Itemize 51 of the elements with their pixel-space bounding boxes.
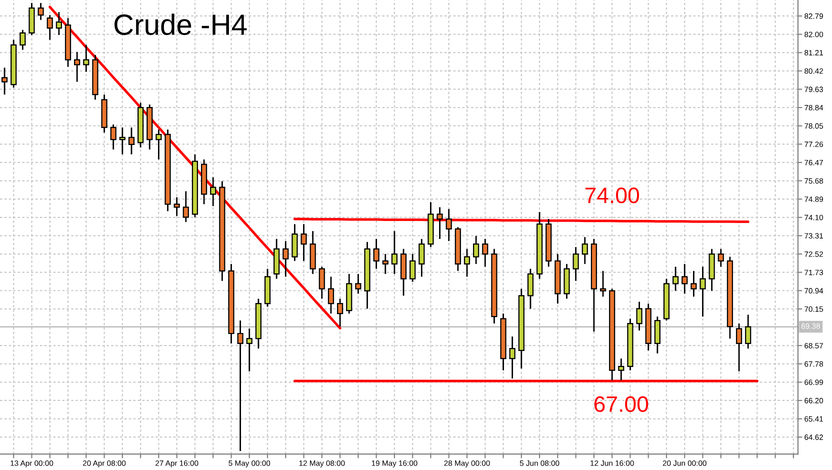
candlestick [745,314,752,350]
candlestick [572,246,579,282]
candlestick [110,124,116,150]
candlestick [473,235,480,265]
candlestick [46,14,53,41]
candlestick [582,236,588,265]
candlestick [237,320,244,452]
candlestick [328,276,334,314]
candlestick [355,273,362,294]
candlestick [527,268,534,310]
candlestick [410,253,416,283]
candlestick [618,358,624,382]
candlestick [509,336,516,380]
candlestick [464,248,470,278]
candlestick [391,230,398,275]
candlestick [56,11,62,36]
candlestick [418,238,425,278]
candlestick [38,2,44,21]
candlestick [182,190,189,223]
candlestick [128,126,135,156]
candlestick [636,301,642,332]
candlestick [690,270,697,298]
candlestick [210,176,216,207]
candlestick [682,263,688,294]
candlestick [700,266,706,318]
candlestick [1,66,8,96]
candlestick [382,253,388,275]
candlestick [446,208,452,242]
candlestick [718,248,724,268]
candlestick [74,51,80,83]
candlestick [119,126,126,156]
candlestick [436,206,443,240]
candlestick [373,238,380,270]
candlestick [174,196,180,217]
candlestick [336,298,344,328]
candlestick [300,223,307,262]
candlestick [318,266,325,300]
candlestick [482,238,488,268]
candlestick [600,270,606,298]
series-label: 67.00 [594,396,648,412]
candlestick [654,316,660,354]
series-label: 74.00 [585,187,640,204]
candlestick [736,322,742,372]
candlestick [246,328,252,372]
candlestick [156,128,162,160]
candlestick [292,223,298,262]
chart-title: Crude -H4 [114,14,247,36]
candlestick [20,29,26,51]
candlestick [282,240,289,278]
candlestick [672,266,679,292]
candlestick [83,44,90,73]
